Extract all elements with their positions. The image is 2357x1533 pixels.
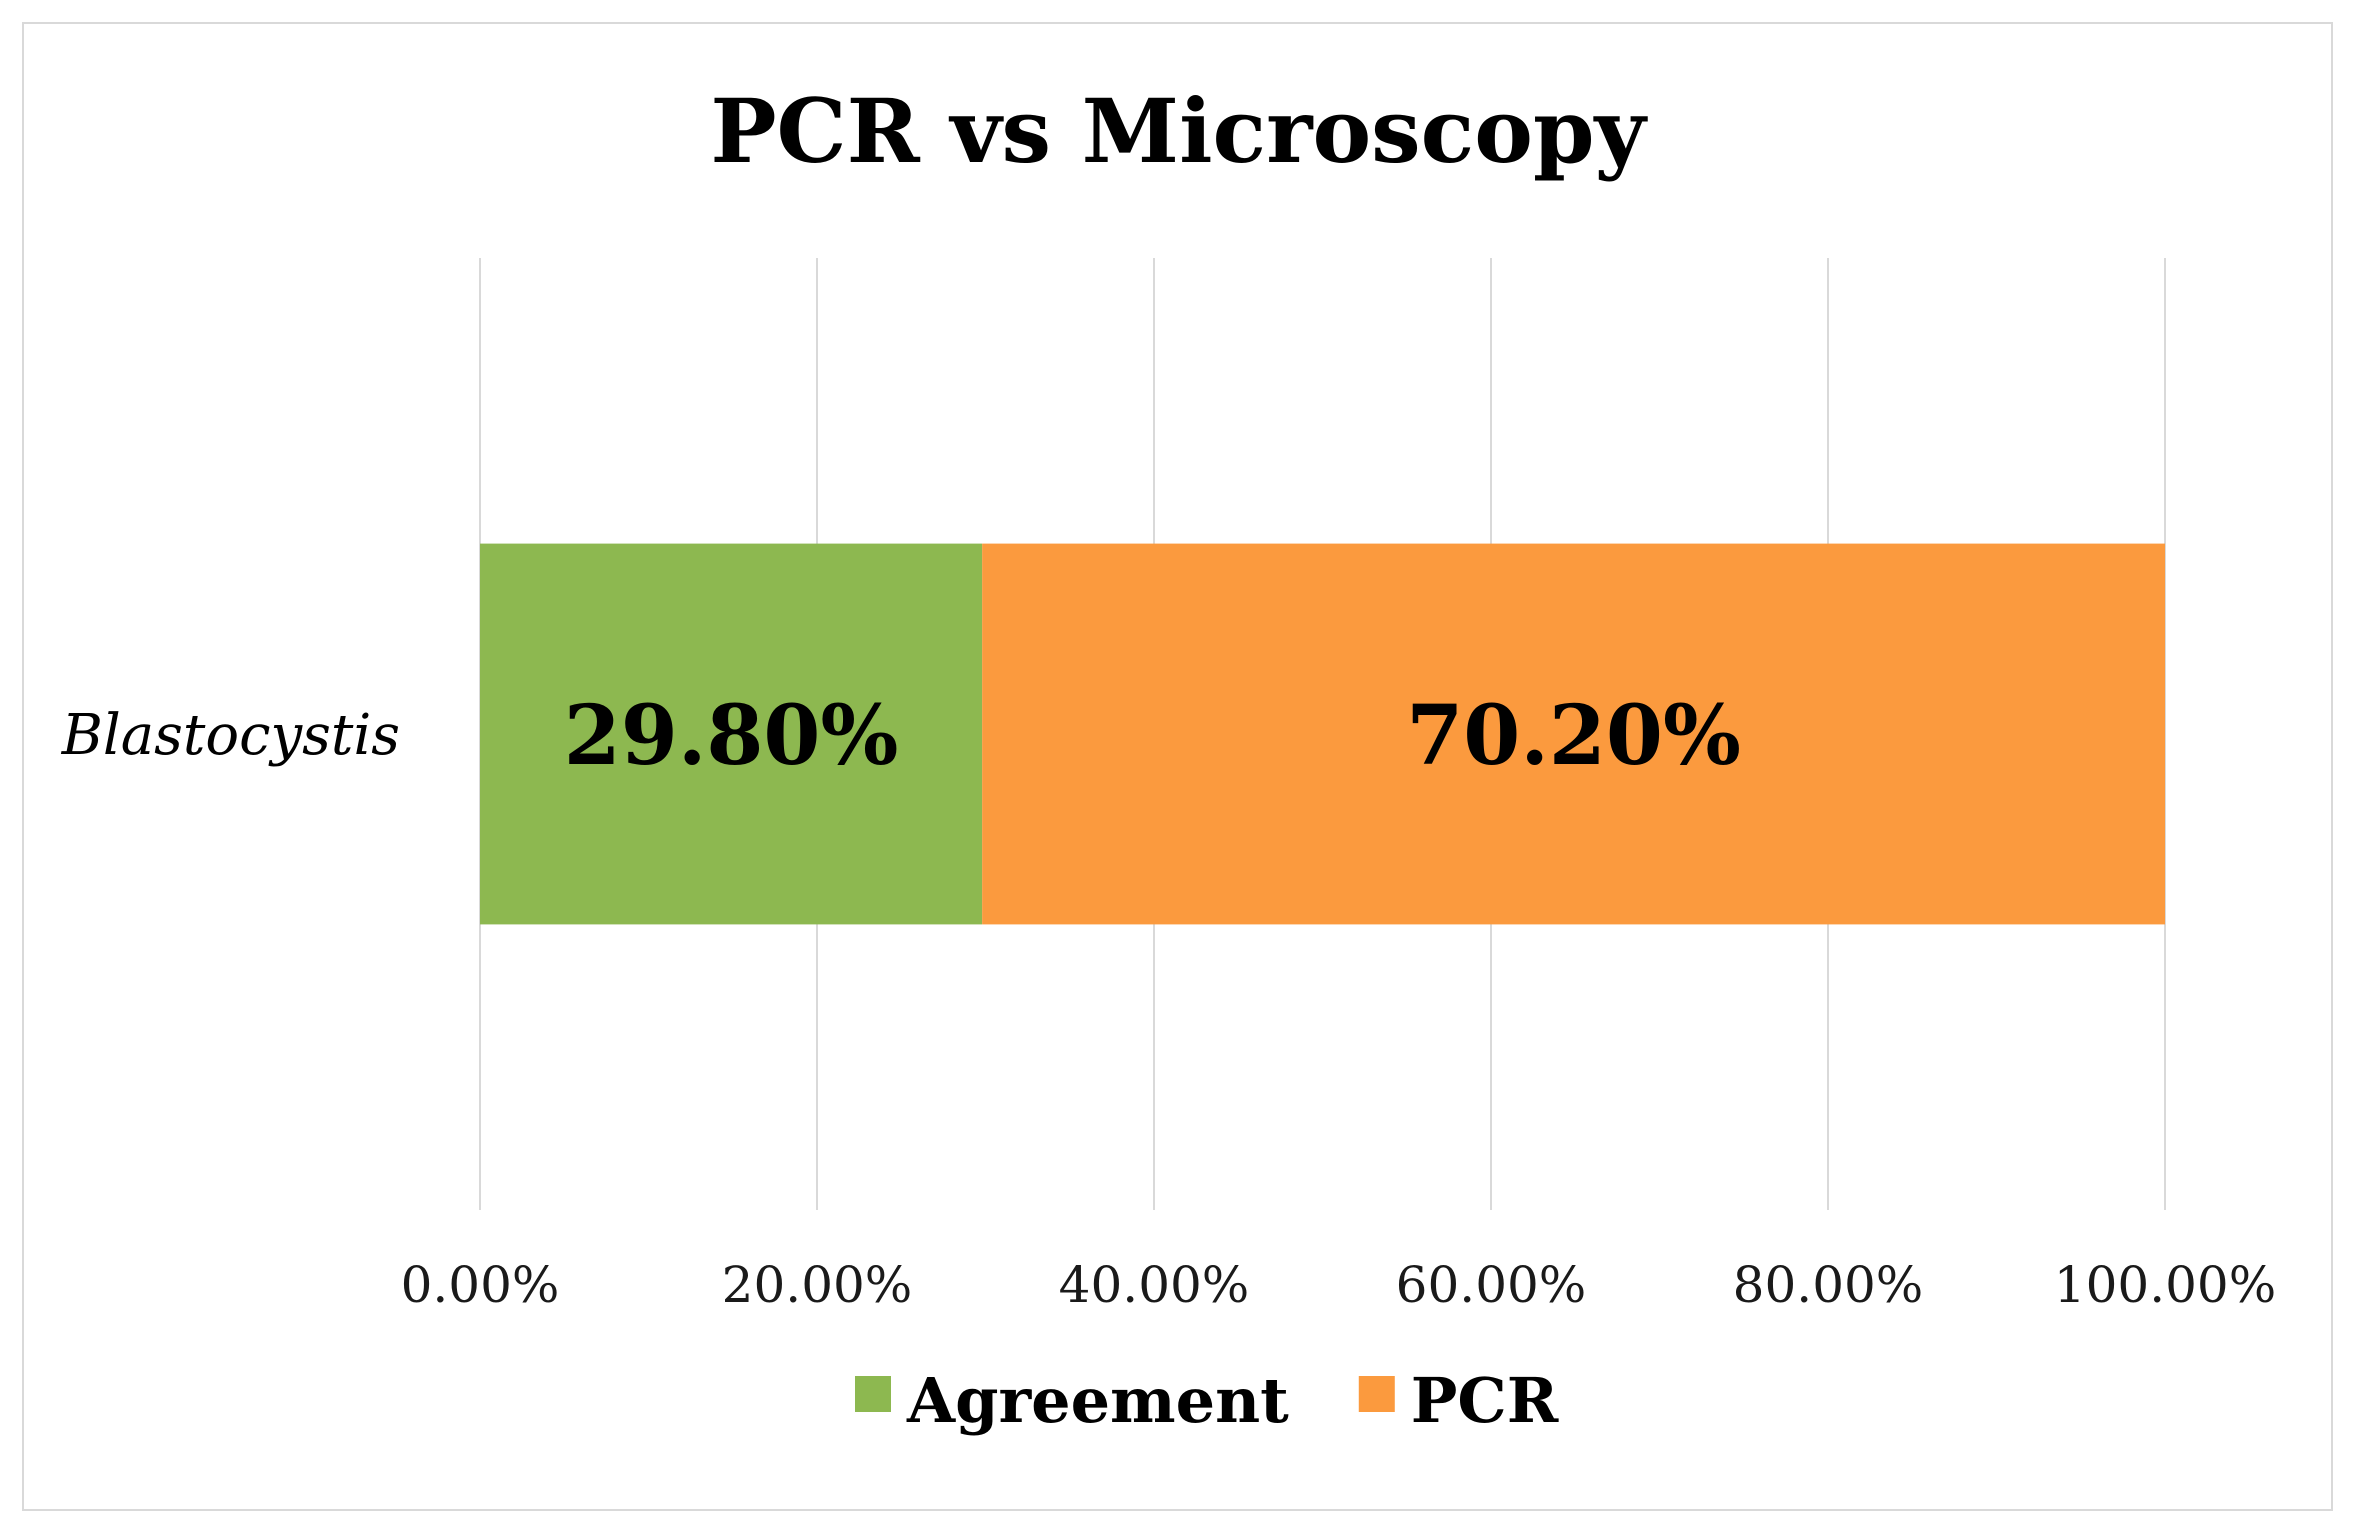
x-tick-label: 40.00% xyxy=(1059,1256,1250,1314)
data-label-agreement: 29.80% xyxy=(564,688,899,784)
chart-title: PCR vs Microscopy xyxy=(710,79,1648,183)
legend-swatch-pcr xyxy=(1358,1376,1395,1412)
legend: Agreement PCR xyxy=(855,1364,1559,1437)
x-tick-label: 80.00% xyxy=(1733,1256,1924,1314)
x-tick-label: 0.00% xyxy=(401,1256,560,1314)
bars: 29.80% 70.20% xyxy=(480,543,2165,925)
data-label-pcr: 70.20% xyxy=(1406,688,1741,784)
category-labels: Blastocystis xyxy=(61,703,400,768)
x-axis-tick-labels: 0.00% 20.00% 40.00% 60.00% 80.00% 100.00% xyxy=(401,1256,2277,1314)
x-tick-label: 60.00% xyxy=(1396,1256,1587,1314)
bar-agreement xyxy=(480,543,983,925)
bar-pcr xyxy=(982,543,2165,925)
legend-label-pcr: PCR xyxy=(1411,1364,1559,1437)
x-tick-label: 20.00% xyxy=(722,1256,913,1314)
x-tick-label: 100.00% xyxy=(2054,1256,2276,1314)
category-label: Blastocystis xyxy=(61,703,400,768)
legend-swatch-agreement xyxy=(855,1376,891,1412)
legend-label-agreement: Agreement xyxy=(906,1364,1289,1437)
